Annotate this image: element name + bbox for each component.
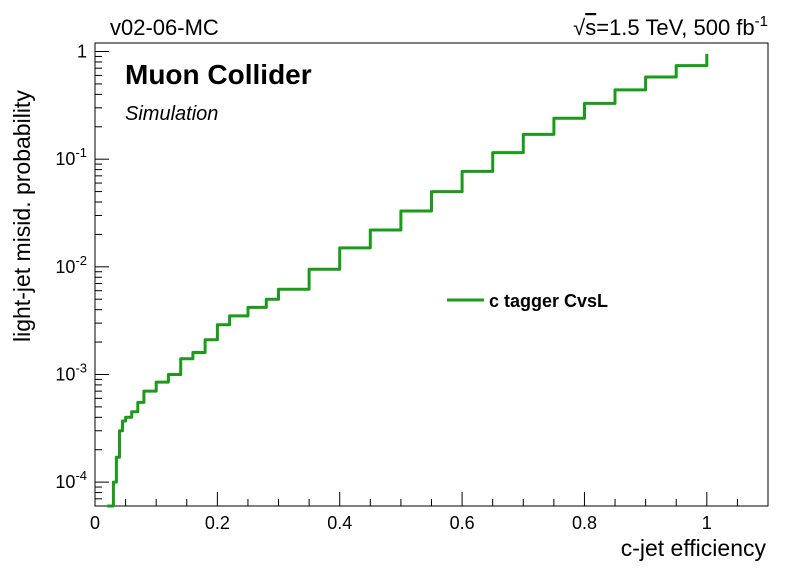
series-line-c-tagger [107, 53, 709, 508]
axis-ticks-group: 0 0.2 0.4 0.6 0.8 1 10-4 10-3 10-2 10-1 1 [55, 42, 769, 533]
x-tick-label: 0.4 [327, 513, 352, 533]
x-tick-label: 0.6 [450, 513, 475, 533]
experiment-label: Muon Collider [125, 59, 312, 90]
lumi-superscript: -1 [755, 13, 768, 30]
x-tick-label: 0.2 [205, 513, 230, 533]
curve-group [107, 53, 709, 508]
sqrt-symbol: √ [573, 15, 586, 40]
y-tick-label: 10-2 [55, 253, 87, 277]
header-right-label: √s=1.5 TeV, 500 fb-1 [573, 13, 768, 40]
y-tick-label: 10-4 [55, 468, 87, 492]
y-axis-title: light-jet misid. probability [9, 90, 35, 342]
status-label: Simulation [125, 103, 218, 125]
legend-label: c tagger CvsL [489, 291, 608, 311]
x-tick-label: 0 [90, 513, 100, 533]
energy-lumi-text: =1.5 TeV, 500 fb [596, 15, 754, 40]
legend: c tagger CvsL [447, 291, 608, 311]
header-left-label: v02-06-MC [110, 15, 219, 40]
x-axis-title: c-jet efficiency [621, 535, 767, 561]
sqrt-s-symbol: s [585, 15, 596, 40]
x-tick-label: 1 [702, 513, 712, 533]
y-tick-label: 10-1 [55, 145, 87, 169]
x-tick-label: 0.8 [572, 513, 597, 533]
y-tick-label: 10-3 [55, 360, 87, 384]
y-tick-label: 1 [77, 42, 87, 62]
